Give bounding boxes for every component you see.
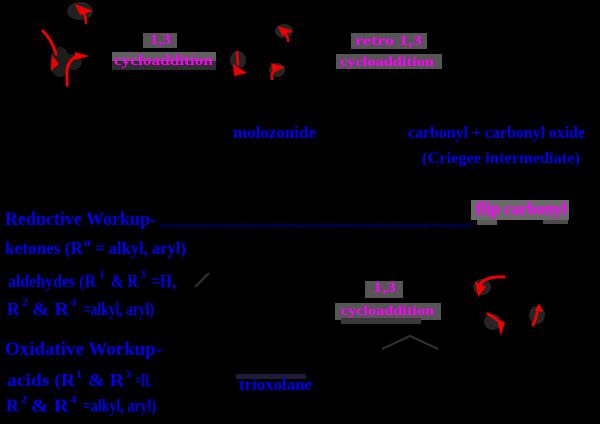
svg-text:ketones (R: ketones (R [5,238,83,258]
svg-text:& R: & R [88,370,124,390]
svg-text:cycloaddition: cycloaddition [114,53,214,69]
svg-text:4: 4 [71,394,77,406]
svg-text:= alkyl, aryl): = alkyl, aryl) [95,238,186,258]
svg-text:& R: & R [111,271,138,291]
svg-text:& R: & R [31,396,69,416]
svg-text:=H,: =H, [151,271,176,291]
svg-text:3: 3 [126,369,132,381]
svg-text:aldehydes (R: aldehydes (R [8,271,96,291]
svg-text:1,3: 1,3 [373,280,396,296]
svg-text:=alkyl, aryl): =alkyl, aryl) [83,396,156,416]
svg-text:=H,: =H, [136,370,151,390]
svg-text:R: R [6,396,19,416]
svg-text:1,3: 1,3 [150,32,171,48]
svg-text:& R: & R [32,299,69,319]
svg-text:2: 2 [21,394,27,406]
svg-text:cycloaddition: cycloaddition [341,304,434,319]
svg-text:1: 1 [76,369,82,381]
svg-text:cycloaddition: cycloaddition [340,55,434,70]
svg-text:carbonyl + carbonyl oxide: carbonyl + carbonyl oxide [408,123,585,142]
svg-text:2: 2 [22,297,28,309]
svg-text:molozonide: molozonide [233,123,316,142]
svg-text:R: R [7,299,20,319]
svg-text:n: n [84,237,91,249]
svg-text:(Criegee intermediate): (Criegee intermediate) [422,150,580,167]
svg-text:acids (R: acids (R [7,370,75,390]
svg-text:4: 4 [71,297,77,309]
svg-text:retro 1,3: retro 1,3 [355,34,422,49]
svg-text:1: 1 [99,269,105,281]
svg-text:flip carbonyl: flip carbonyl [476,199,567,219]
svg-text:3: 3 [140,269,146,281]
svg-text:Reductive Workup-: Reductive Workup- [5,210,156,230]
svg-text:Oxidative Workup-: Oxidative Workup- [5,339,162,360]
svg-text:trioxolane: trioxolane [239,375,312,394]
svg-text:=alkyl, aryl): =alkyl, aryl) [83,299,154,319]
